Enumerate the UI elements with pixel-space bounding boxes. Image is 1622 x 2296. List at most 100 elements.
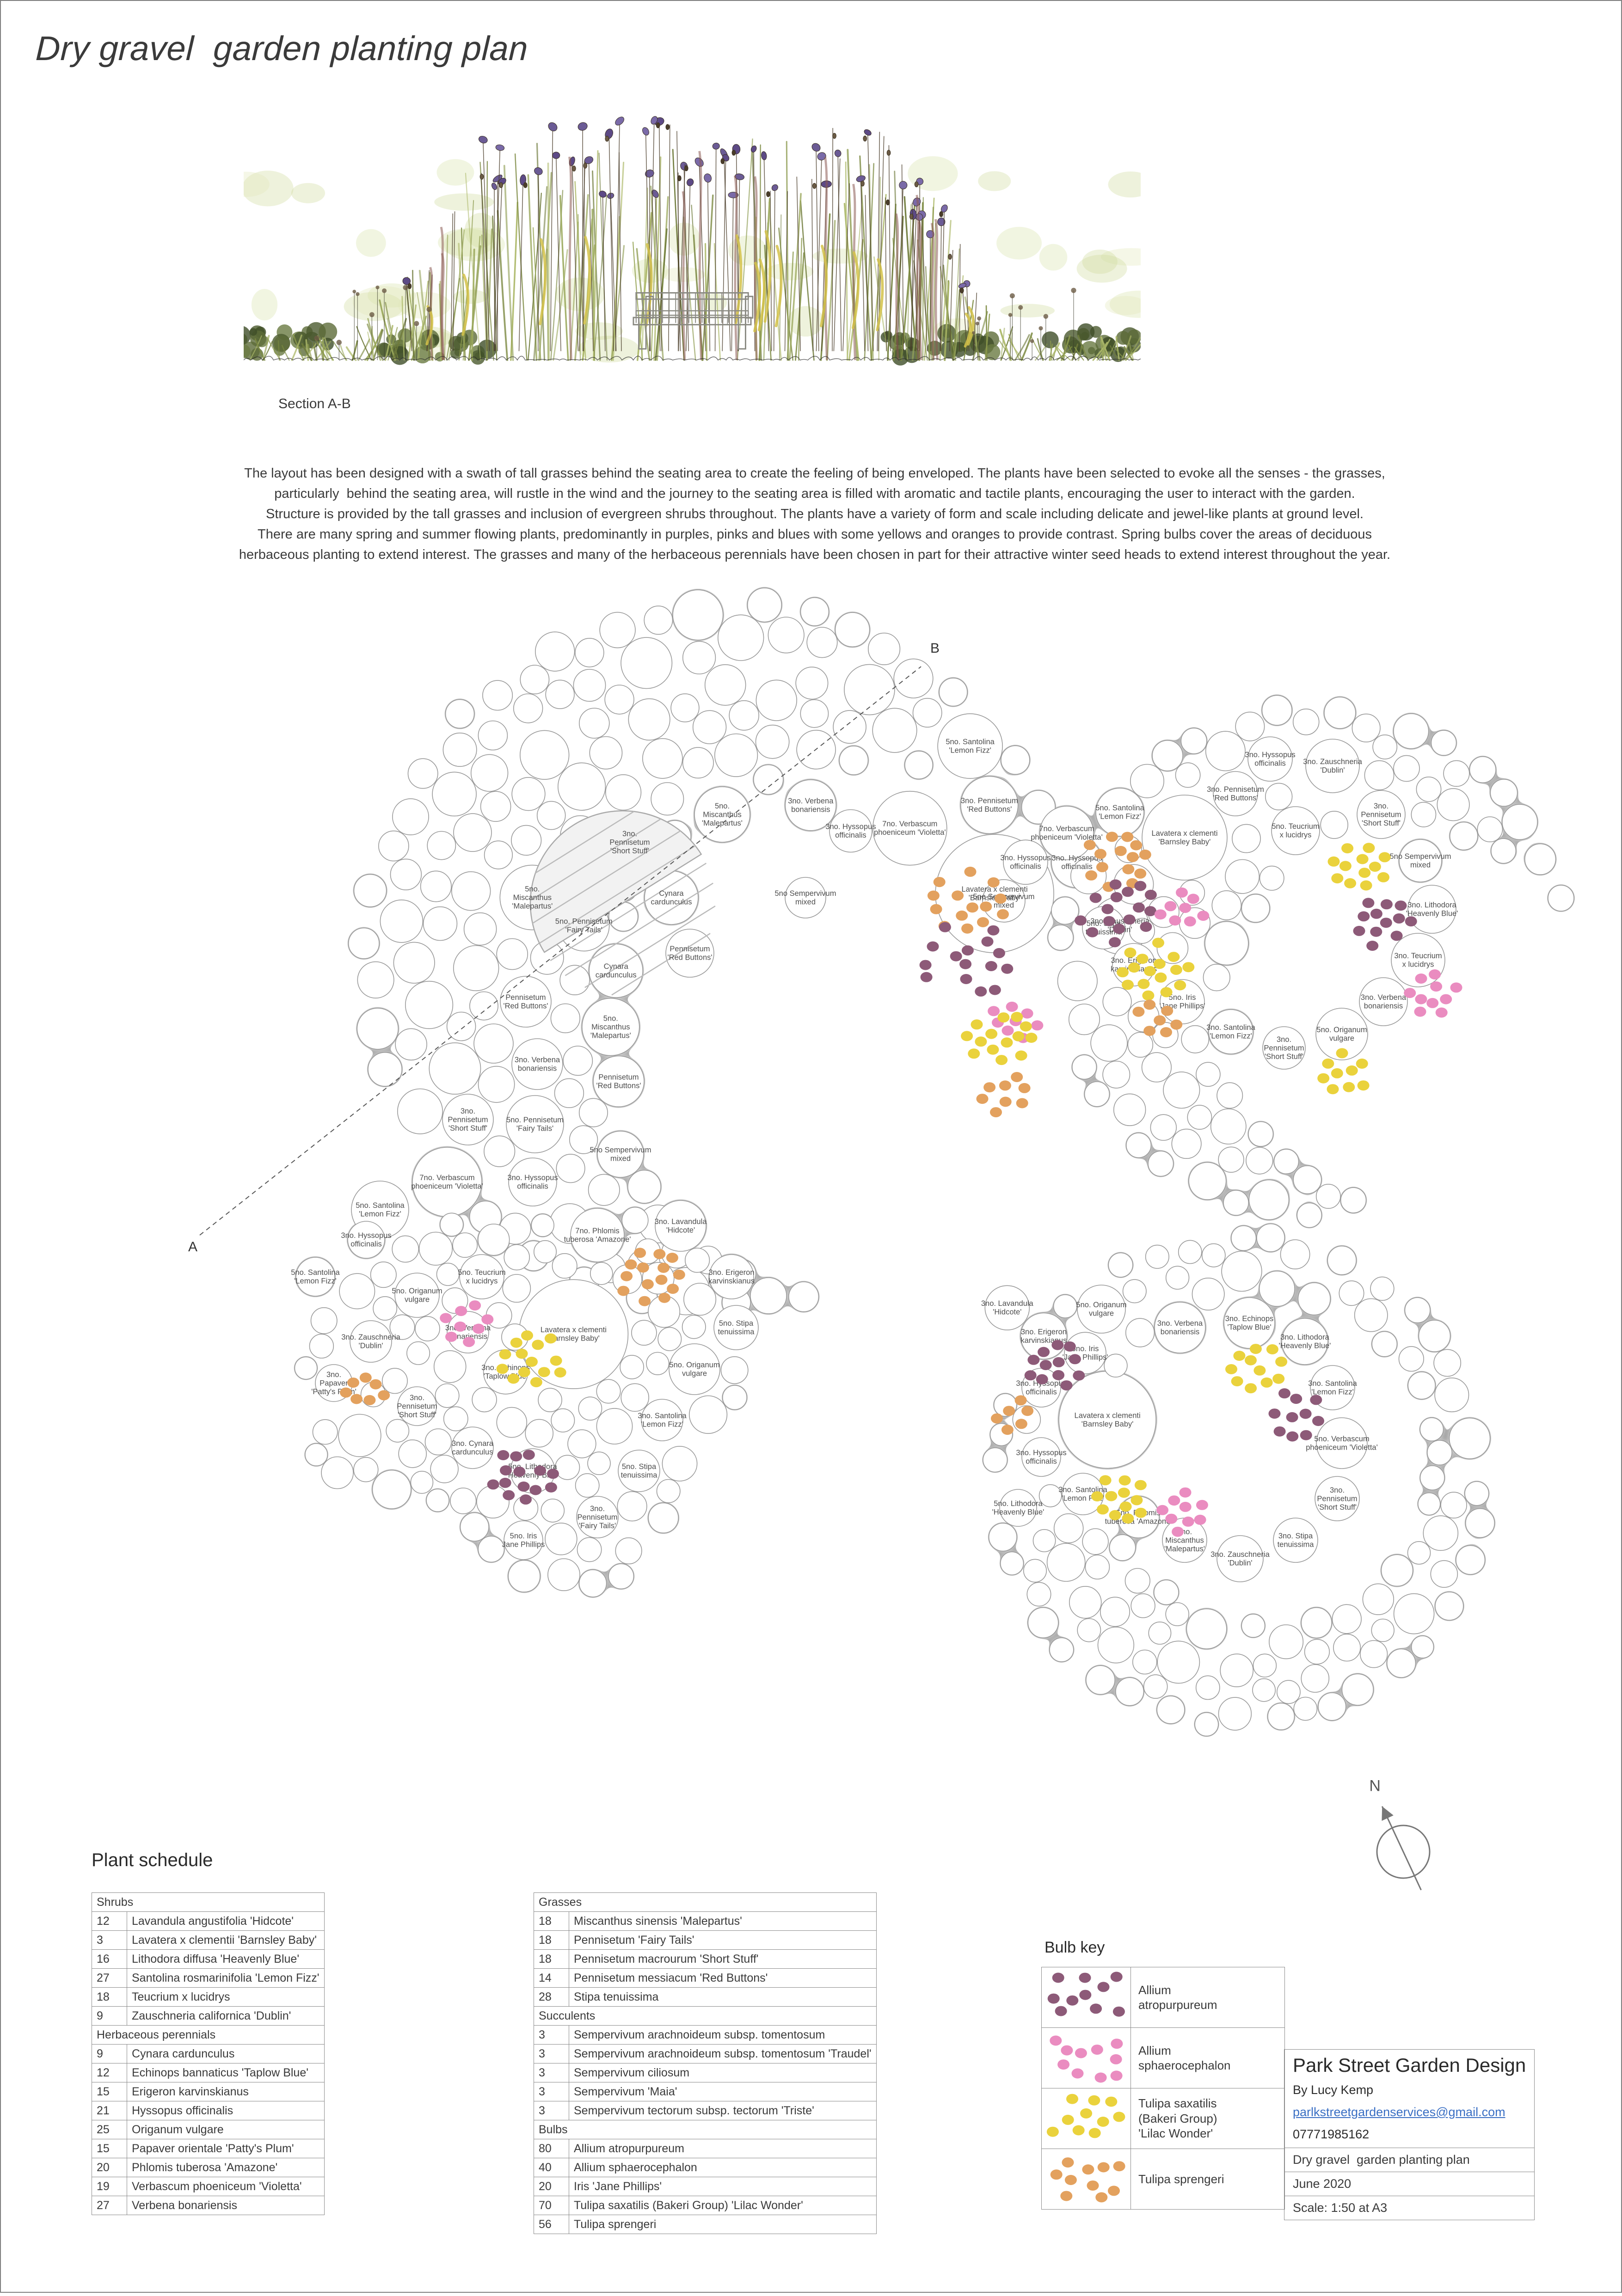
svg-text:5no Sempervivum: 5no Sempervivum	[1390, 852, 1451, 861]
svg-text:3no. Teucrium: 3no. Teucrium	[1394, 952, 1442, 960]
svg-text:Pennisetum: Pennisetum	[1361, 810, 1401, 819]
svg-text:N: N	[1369, 1777, 1381, 1794]
svg-text:Pennisetum: Pennisetum	[505, 993, 546, 1002]
svg-text:5no. Santolina: 5no. Santolina	[946, 738, 995, 746]
svg-text:'Red Buttons': 'Red Buttons'	[596, 1082, 641, 1090]
svg-text:3no. Hyssopus: 3no. Hyssopus	[1016, 1449, 1066, 1457]
svg-text:7no. Verbascum: 7no. Verbascum	[419, 1174, 474, 1182]
svg-text:3no. Hyssopus: 3no. Hyssopus	[1016, 1379, 1066, 1388]
svg-text:'Short Stuff': 'Short Stuff'	[1362, 819, 1401, 827]
svg-text:'Lemon Fizz': 'Lemon Fizz'	[359, 1210, 401, 1218]
svg-text:karvinskianus: karvinskianus	[708, 1277, 755, 1286]
svg-text:3no. Erigeron: 3no. Erigeron	[708, 1268, 754, 1277]
svg-text:5no. Stipa: 5no. Stipa	[719, 1319, 754, 1328]
svg-text:'Short Stuff': 'Short Stuff'	[1265, 1053, 1303, 1061]
svg-text:3no. Erigeron: 3no. Erigeron	[1021, 1328, 1067, 1336]
svg-text:'Dublin': 'Dublin'	[1228, 1559, 1252, 1567]
svg-text:3no. Zauschneria: 3no. Zauschneria	[1303, 758, 1362, 766]
svg-text:5no. Origanum: 5no. Origanum	[669, 1361, 719, 1369]
svg-text:Miscanthus: Miscanthus	[1165, 1536, 1204, 1544]
svg-text:officinalis: officinalis	[1254, 759, 1286, 768]
svg-text:3no. Stipa: 3no. Stipa	[1278, 1532, 1313, 1540]
svg-text:7no. Verbascum: 7no. Verbascum	[882, 820, 937, 828]
svg-text:3no. Zauschneria: 3no. Zauschneria	[341, 1333, 400, 1341]
svg-text:5no. Phlomis: 5no. Phlomis	[1116, 1509, 1160, 1517]
svg-text:Pennisetum: Pennisetum	[670, 945, 710, 953]
svg-text:5no. Lithodora: 5no. Lithodora	[994, 1500, 1043, 1508]
svg-text:5no Sempervivum: 5no Sempervivum	[590, 1146, 651, 1154]
svg-text:karvinskianus: karvinskianus	[1111, 965, 1157, 974]
svg-text:3no. Erigeron: 3no. Erigeron	[1111, 956, 1156, 965]
svg-text:bonariensis: bonariensis	[791, 805, 830, 814]
svg-text:tenuissima: tenuissima	[1278, 1541, 1315, 1549]
svg-text:officinalis: officinalis	[517, 1182, 548, 1191]
svg-text:'Red Buttons': 'Red Buttons'	[503, 1002, 548, 1010]
svg-text:officinalis: officinalis	[1010, 863, 1041, 871]
svg-text:'Jane Phillips': 'Jane Phillips'	[1063, 1353, 1108, 1362]
svg-text:phoeniceum 'Violetta': phoeniceum 'Violetta'	[1031, 833, 1103, 842]
svg-text:5no Sempervivum: 5no Sempervivum	[775, 889, 836, 898]
svg-text:3no. Pennisetum: 3no. Pennisetum	[1207, 785, 1264, 794]
svg-text:'Heavenly Blue': 'Heavenly Blue'	[1279, 1342, 1331, 1350]
svg-text:7no. Verbascum: 7no. Verbascum	[1039, 825, 1094, 833]
svg-text:3no.: 3no.	[1374, 802, 1389, 810]
svg-text:'Heavenly Blue': 'Heavenly Blue'	[1406, 910, 1458, 918]
svg-text:Miscanthus: Miscanthus	[591, 1023, 630, 1031]
svg-text:vulgare: vulgare	[1329, 1035, 1354, 1043]
svg-text:3no.: 3no.	[1330, 1486, 1345, 1494]
svg-text:'Red Buttons': 'Red Buttons'	[967, 805, 1012, 814]
svg-text:'Short Stuff': 'Short Stuff'	[449, 1124, 487, 1133]
svg-text:'Red Buttons': 'Red Buttons'	[1213, 794, 1258, 802]
svg-text:5no. Verbascum: 5no. Verbascum	[1314, 1435, 1369, 1443]
svg-text:'Barnsley Baby': 'Barnsley Baby'	[547, 1335, 600, 1343]
svg-text:3no. Cynara: 3no. Cynara	[452, 1439, 494, 1448]
svg-text:3no.: 3no.	[326, 1371, 341, 1379]
svg-text:karvinskianus: karvinskianus	[1020, 1336, 1067, 1345]
svg-text:3no. Hyssopus: 3no. Hyssopus	[825, 823, 876, 831]
svg-text:'Lemon Fizz': 'Lemon Fizz'	[1062, 1494, 1104, 1503]
svg-text:'Patty's Plum': 'Patty's Plum'	[311, 1388, 356, 1396]
svg-text:Papaver: Papaver	[319, 1379, 348, 1387]
svg-text:'Lemon Fizz': 'Lemon Fizz'	[1210, 1032, 1252, 1041]
svg-text:5no.: 5no.	[525, 885, 540, 893]
svg-text:'Malepartus': 'Malepartus'	[512, 902, 553, 910]
svg-text:'Dublin': 'Dublin'	[1107, 926, 1132, 934]
svg-text:3no. Hyssopus: 3no. Hyssopus	[341, 1231, 391, 1240]
svg-text:Miscanthus: Miscanthus	[513, 894, 552, 902]
svg-text:3no.: 3no.	[461, 1107, 475, 1115]
svg-text:vulgare: vulgare	[682, 1370, 707, 1378]
svg-text:'Malepartus': 'Malepartus'	[590, 1031, 631, 1040]
svg-text:3no. Verbena: 3no. Verbena	[1361, 993, 1407, 1002]
svg-text:Pennisetum: Pennisetum	[609, 838, 650, 846]
svg-text:5no. Iris: 5no. Iris	[1169, 993, 1196, 1002]
svg-text:cardunculus: cardunculus	[651, 898, 692, 906]
svg-text:3no. Santolina: 3no. Santolina	[638, 1412, 687, 1420]
svg-text:officinalis: officinalis	[350, 1240, 382, 1249]
svg-text:'Malepartus': 'Malepartus'	[1164, 1545, 1205, 1553]
svg-text:'Taplow Blue': 'Taplow Blue'	[484, 1372, 528, 1380]
svg-text:cardunculus: cardunculus	[452, 1448, 493, 1457]
svg-text:Pennisetum: Pennisetum	[598, 1073, 639, 1081]
svg-text:phoeniceum 'Violetta': phoeniceum 'Violetta'	[874, 828, 946, 837]
svg-text:officinalis: officinalis	[1026, 1457, 1057, 1466]
svg-text:3no. Hyssopus: 3no. Hyssopus	[1000, 854, 1051, 862]
svg-text:'Lemon Fizz': 'Lemon Fizz'	[1311, 1388, 1354, 1396]
svg-text:'Lemon Fizz': 'Lemon Fizz'	[294, 1277, 337, 1286]
svg-text:vulgare: vulgare	[405, 1296, 430, 1304]
svg-text:'Taplow Blue': 'Taplow Blue'	[1227, 1323, 1271, 1332]
svg-text:mixed: mixed	[795, 898, 816, 906]
svg-text:3no. Santolina: 3no. Santolina	[1308, 1379, 1357, 1388]
svg-text:'Barnsley Baby': 'Barnsley Baby'	[1159, 838, 1211, 846]
svg-text:Pennisetum: Pennisetum	[1264, 1044, 1304, 1052]
svg-text:'Dublin': 'Dublin'	[1320, 766, 1345, 775]
svg-text:3no. Lithodora: 3no. Lithodora	[1407, 901, 1456, 909]
svg-text:mixed: mixed	[994, 901, 1014, 909]
svg-text:'Hidcote': 'Hidcote'	[993, 1308, 1021, 1316]
svg-text:3no. Verbena: 3no. Verbena	[515, 1056, 560, 1064]
svg-text:cardunculus: cardunculus	[596, 971, 637, 980]
svg-text:'Short Stuff': 'Short Stuff'	[398, 1411, 436, 1419]
svg-text:officinalis: officinalis	[1026, 1388, 1057, 1396]
svg-text:Jane Phillips: Jane Phillips	[502, 1541, 545, 1549]
svg-text:3no. Verbena: 3no. Verbena	[788, 797, 834, 805]
svg-text:'Lemon Fizz': 'Lemon Fizz'	[641, 1420, 683, 1429]
